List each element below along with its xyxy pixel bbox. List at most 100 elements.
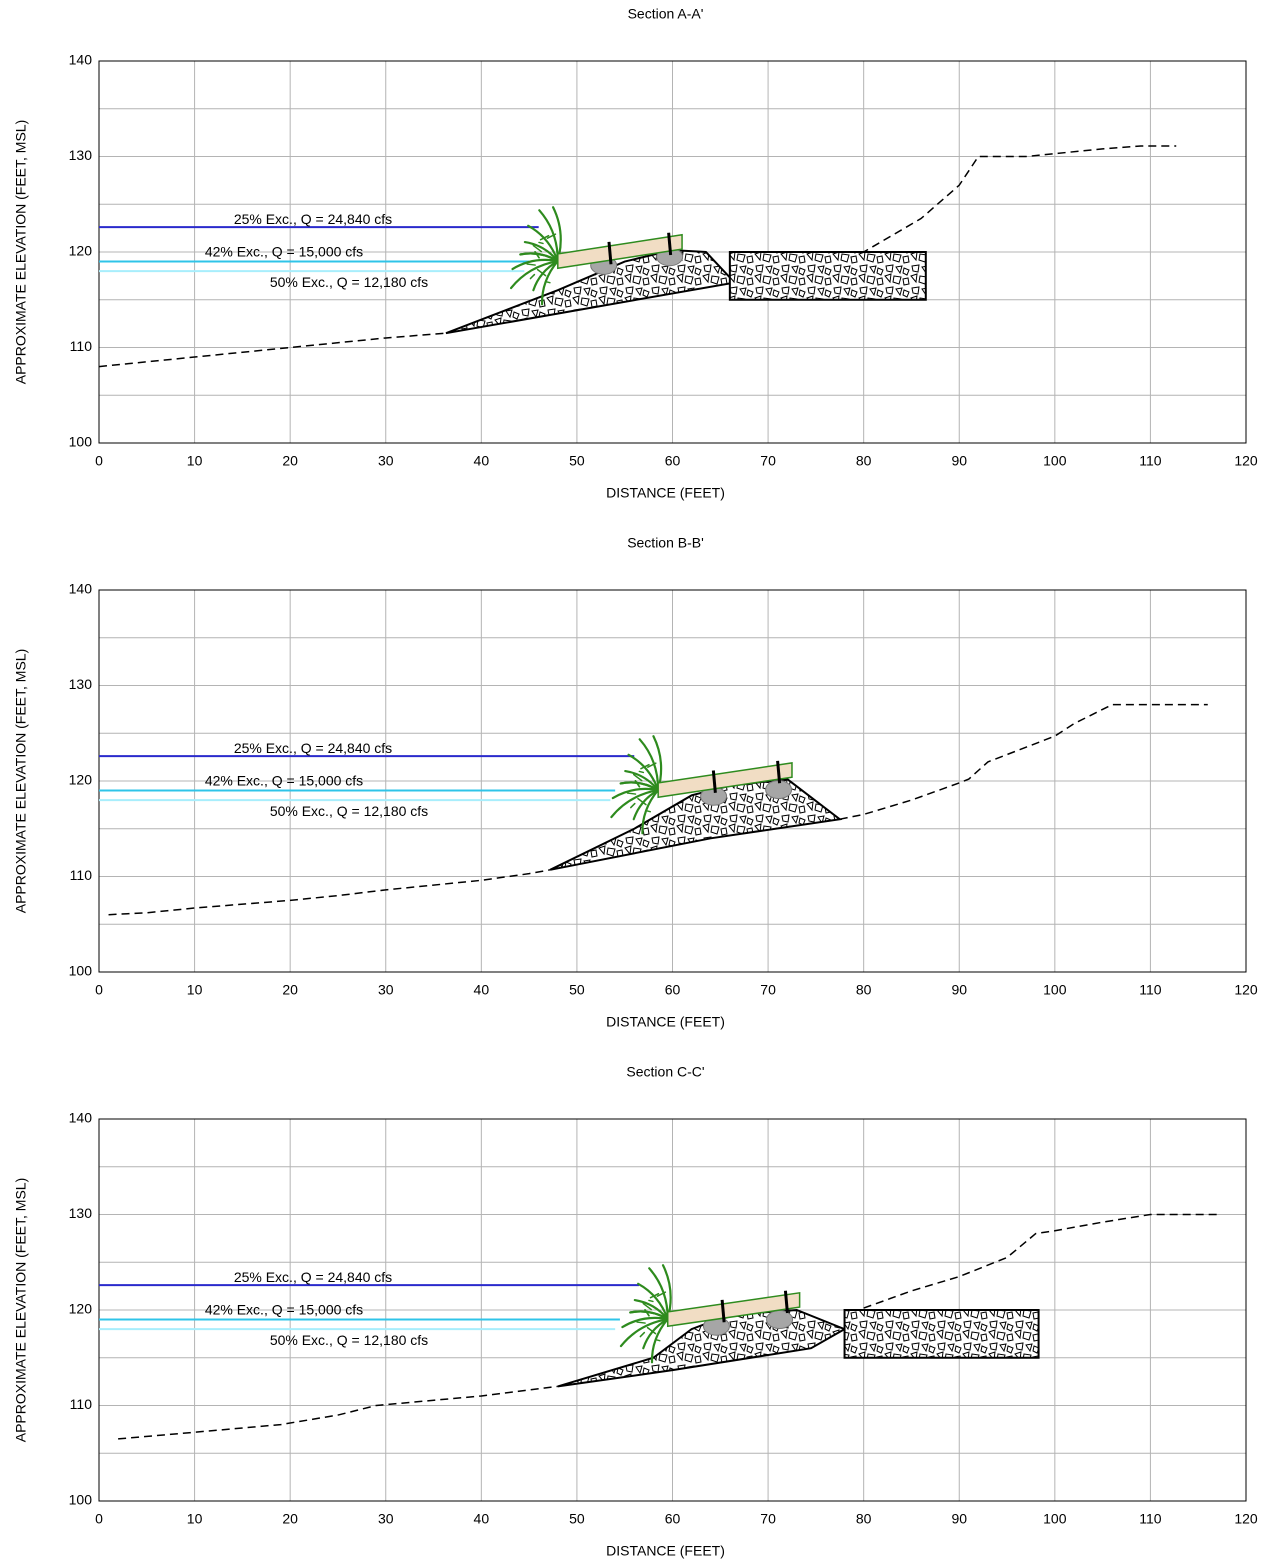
rootwad	[511, 207, 561, 304]
y-tick-label: 110	[70, 1396, 93, 1412]
y-tick-label: 130	[69, 676, 93, 692]
x-tick-label: 70	[760, 982, 776, 998]
chart-title: Section B-B'	[627, 535, 704, 551]
x-tick-label: 40	[474, 453, 490, 469]
root	[527, 264, 535, 265]
chart-title: Section C-C'	[626, 1064, 704, 1080]
log-tie	[722, 1300, 724, 1322]
x-tick-label: 90	[951, 453, 967, 469]
y-tick-label: 100	[69, 1492, 93, 1508]
x-tick-label: 20	[282, 1511, 298, 1527]
root	[539, 242, 543, 243]
water-label: 25% Exc., Q = 24,840 cfs	[234, 1269, 392, 1285]
y-tick-label: 110	[70, 338, 93, 354]
x-tick-label: 120	[1234, 982, 1258, 998]
root	[631, 804, 635, 808]
x-tick-label: 80	[856, 982, 872, 998]
root	[649, 1300, 653, 1301]
x-tick-label: 10	[187, 1511, 203, 1527]
x-tick-label: 100	[1043, 453, 1067, 469]
x-tick-label: 120	[1234, 453, 1258, 469]
panel: Section A-A' 0 10 20 30 40 50 60 70 80 90 100 110 120…	[13, 6, 1258, 501]
root	[628, 793, 636, 794]
y-tick-label: 130	[69, 1205, 93, 1221]
root	[639, 771, 643, 772]
y-axis-label: APPROXIMATE ELEVATION (FEET, MSL)	[13, 649, 29, 914]
x-tick-label: 30	[378, 453, 394, 469]
x-tick-label: 100	[1043, 1511, 1067, 1527]
water-label: 25% Exc., Q = 24,840 cfs	[234, 740, 392, 756]
page: Section A-A'0102030405060708090100110120…	[0, 0, 1272, 1562]
x-tick-label: 0	[95, 1511, 103, 1527]
x-axis-label: DISTANCE (FEET)	[606, 1014, 725, 1030]
y-tick-label: 110	[70, 867, 93, 883]
riprap	[550, 779, 840, 870]
riprap	[845, 1310, 1039, 1358]
x-axis-label: DISTANCE (FEET)	[606, 1543, 725, 1559]
x-tick-label: 80	[856, 453, 872, 469]
x-tick-label: 60	[665, 982, 681, 998]
water-label: 42% Exc., Q = 15,000 cfs	[205, 772, 363, 788]
riprap	[730, 252, 926, 300]
root	[656, 1340, 660, 1341]
x-tick-label: 110	[1139, 453, 1162, 469]
x-tick-label: 60	[665, 453, 681, 469]
x-tick-label: 30	[378, 982, 394, 998]
water-label: 50% Exc., Q = 12,180 cfs	[270, 274, 428, 290]
chart: Section A-A'0102030405060708090100110120…	[0, 0, 1272, 1562]
log-tie	[778, 761, 780, 783]
water-label: 42% Exc., Q = 15,000 cfs	[205, 243, 363, 259]
y-tick-label: 140	[69, 1110, 93, 1126]
y-tick-label: 100	[69, 963, 93, 979]
water-label: 42% Exc., Q = 15,000 cfs	[205, 1301, 363, 1317]
x-tick-label: 10	[187, 982, 203, 998]
water-label: 50% Exc., Q = 12,180 cfs	[270, 1332, 428, 1348]
root	[530, 275, 534, 279]
x-tick-label: 40	[474, 982, 490, 998]
x-tick-label: 110	[1139, 982, 1162, 998]
water-label: 25% Exc., Q = 24,840 cfs	[234, 211, 392, 227]
x-tick-label: 120	[1234, 1511, 1258, 1527]
x-tick-label: 60	[665, 1511, 681, 1527]
y-tick-label: 130	[69, 147, 93, 163]
x-tick-label: 80	[856, 1511, 872, 1527]
y-axis-label: APPROXIMATE ELEVATION (FEET, MSL)	[13, 1178, 29, 1443]
x-tick-label: 0	[95, 453, 103, 469]
x-tick-label: 90	[951, 1511, 967, 1527]
x-tick-label: 10	[187, 453, 203, 469]
log-tie	[713, 770, 715, 792]
water-label: 50% Exc., Q = 12,180 cfs	[270, 803, 428, 819]
root	[640, 1333, 644, 1337]
chart-title: Section A-A'	[628, 6, 704, 22]
x-tick-label: 30	[378, 1511, 394, 1527]
y-tick-label: 120	[69, 243, 93, 259]
root	[646, 811, 650, 812]
x-tick-label: 70	[760, 1511, 776, 1527]
y-tick-label: 140	[69, 581, 93, 597]
x-tick-label: 20	[282, 982, 298, 998]
rootwad	[621, 1265, 671, 1362]
x-tick-label: 0	[95, 982, 103, 998]
x-tick-label: 70	[760, 453, 776, 469]
x-tick-label: 20	[282, 453, 298, 469]
root	[637, 1322, 645, 1323]
x-tick-label: 50	[569, 453, 585, 469]
y-tick-label: 120	[69, 1301, 93, 1317]
log-tie	[609, 242, 611, 264]
x-tick-label: 100	[1043, 982, 1067, 998]
y-axis-label: APPROXIMATE ELEVATION (FEET, MSL)	[13, 120, 29, 385]
log-tie	[669, 233, 671, 255]
log-tie	[785, 1291, 787, 1313]
x-tick-label: 50	[569, 1511, 585, 1527]
boulder	[766, 781, 792, 799]
x-tick-label: 50	[569, 982, 585, 998]
y-tick-label: 140	[69, 52, 93, 68]
x-tick-label: 90	[951, 982, 967, 998]
y-tick-label: 120	[69, 772, 93, 788]
boulder	[767, 1311, 793, 1329]
y-tick-label: 100	[69, 434, 93, 450]
x-axis-label: DISTANCE (FEET)	[606, 485, 725, 501]
panel: Section B-B' 0 10 20 30 40 50 60 70 80 90 100 110 120…	[13, 535, 1258, 1030]
panel: Section C-C' 0 10 20 30 40 50 60 70 80 90 100 110 120…	[13, 1064, 1258, 1559]
x-tick-label: 40	[474, 1511, 490, 1527]
